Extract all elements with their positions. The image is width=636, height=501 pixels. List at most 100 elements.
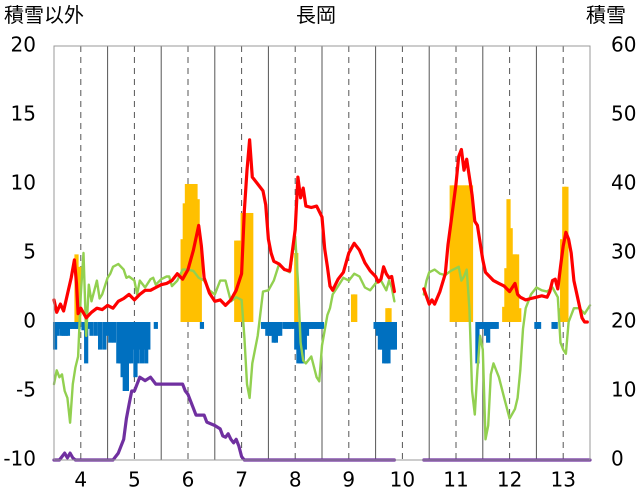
blue-bar [311,322,316,329]
orange-bar [247,212,252,322]
blue-bar [86,322,91,329]
blue-bar [273,322,279,343]
blue-bar [57,322,62,329]
blue-bar [97,322,103,350]
x-tick-label: 12 [497,468,522,492]
blue-bar [74,322,79,329]
blue-bar [304,322,310,336]
blue-bar [124,322,129,391]
blue-bar [122,322,127,391]
y-left-tick-label: 15 [11,102,36,126]
right-axis-label: 積雪 [586,3,626,27]
x-tick-label: 11 [443,468,468,492]
orange-bar [506,199,511,322]
red-line [422,147,589,324]
y-right-tick-label: 60 [611,33,636,57]
blue-bar [70,322,75,329]
orange-bar [244,212,250,322]
blue-bar [486,322,491,343]
blue-bar [61,322,66,336]
blue-bar [490,322,495,329]
blue-bar [479,322,484,329]
blue-bar [199,322,205,329]
blue-bar [55,322,60,336]
blue-bar [118,322,123,364]
orange-bar [242,212,247,322]
orange-bar [466,185,471,322]
orange-bar [186,184,192,322]
blue-bar [302,322,307,350]
blue-bar [265,322,270,336]
blue-bar [536,322,542,329]
blue-bar [105,322,110,336]
orange-bar [453,185,459,322]
blue-bar [386,322,391,364]
y-right-tick-label: 0 [611,447,624,471]
blue-bar [144,322,149,364]
orange-bar [387,308,392,322]
orange-bar [564,186,569,322]
blue-bar [392,322,397,350]
blue-bar [141,322,147,350]
blue-bar [315,322,320,329]
blue-bar [59,322,64,336]
blue-bar [65,322,71,336]
orange-bar [184,184,190,322]
x-tick-label: 10 [390,468,415,492]
blue-bar [126,322,132,364]
blue-bar [475,322,480,364]
y-left-tick-label: -5 [16,378,36,402]
blue-bar [551,322,556,329]
blue-bar [494,322,499,329]
orange-bar [464,185,469,322]
orange-bar [517,308,522,322]
blue-bar [390,322,395,350]
blue-bar [67,322,73,329]
blue-bar [129,322,134,364]
blue-bar [139,322,145,364]
blue-bar [477,322,482,329]
x-tick-label: 6 [182,468,195,492]
blue-bar [375,322,380,336]
x-tick-label: 13 [550,468,575,492]
blue-bar [271,322,276,343]
blue-bar [373,322,378,329]
red-line [52,138,396,320]
orange-bar [353,294,358,322]
y-right-tick-label: 10 [611,378,636,402]
blue-bar [153,322,158,329]
y-right-tick-label: 40 [611,171,636,195]
blue-bar [319,322,325,329]
blue-bar [388,322,393,350]
blue-bar [260,322,266,329]
blue-bar [294,322,299,350]
blue-bar [284,322,289,329]
y-left-tick-label: 10 [11,171,36,195]
orange-bar [249,212,254,322]
blue-bar [102,322,107,350]
orange-bar [504,268,509,322]
x-tick-label: 7 [235,468,248,492]
orange-bar [562,186,567,322]
blue-bar [278,322,283,336]
orange-bar [77,266,82,322]
orange-bar [193,184,198,322]
orange-bar [468,185,474,322]
blue-bar [133,322,138,378]
x-tick-label: 4 [74,468,87,492]
blue-bar [307,322,312,329]
blue-bar [377,322,382,350]
blue-bar [488,322,493,329]
y-left-tick-label: 5 [23,240,36,264]
y-right-tick-label: 20 [611,309,636,333]
blue-bar [534,322,539,329]
x-tick-label: 8 [289,468,302,492]
plot-frame [53,45,591,461]
orange-bar [294,253,299,322]
orange-bar [462,185,467,322]
blue-bar [116,322,121,364]
blue-bar [286,322,291,329]
orange-bar [460,185,465,322]
blue-bar [300,322,305,364]
